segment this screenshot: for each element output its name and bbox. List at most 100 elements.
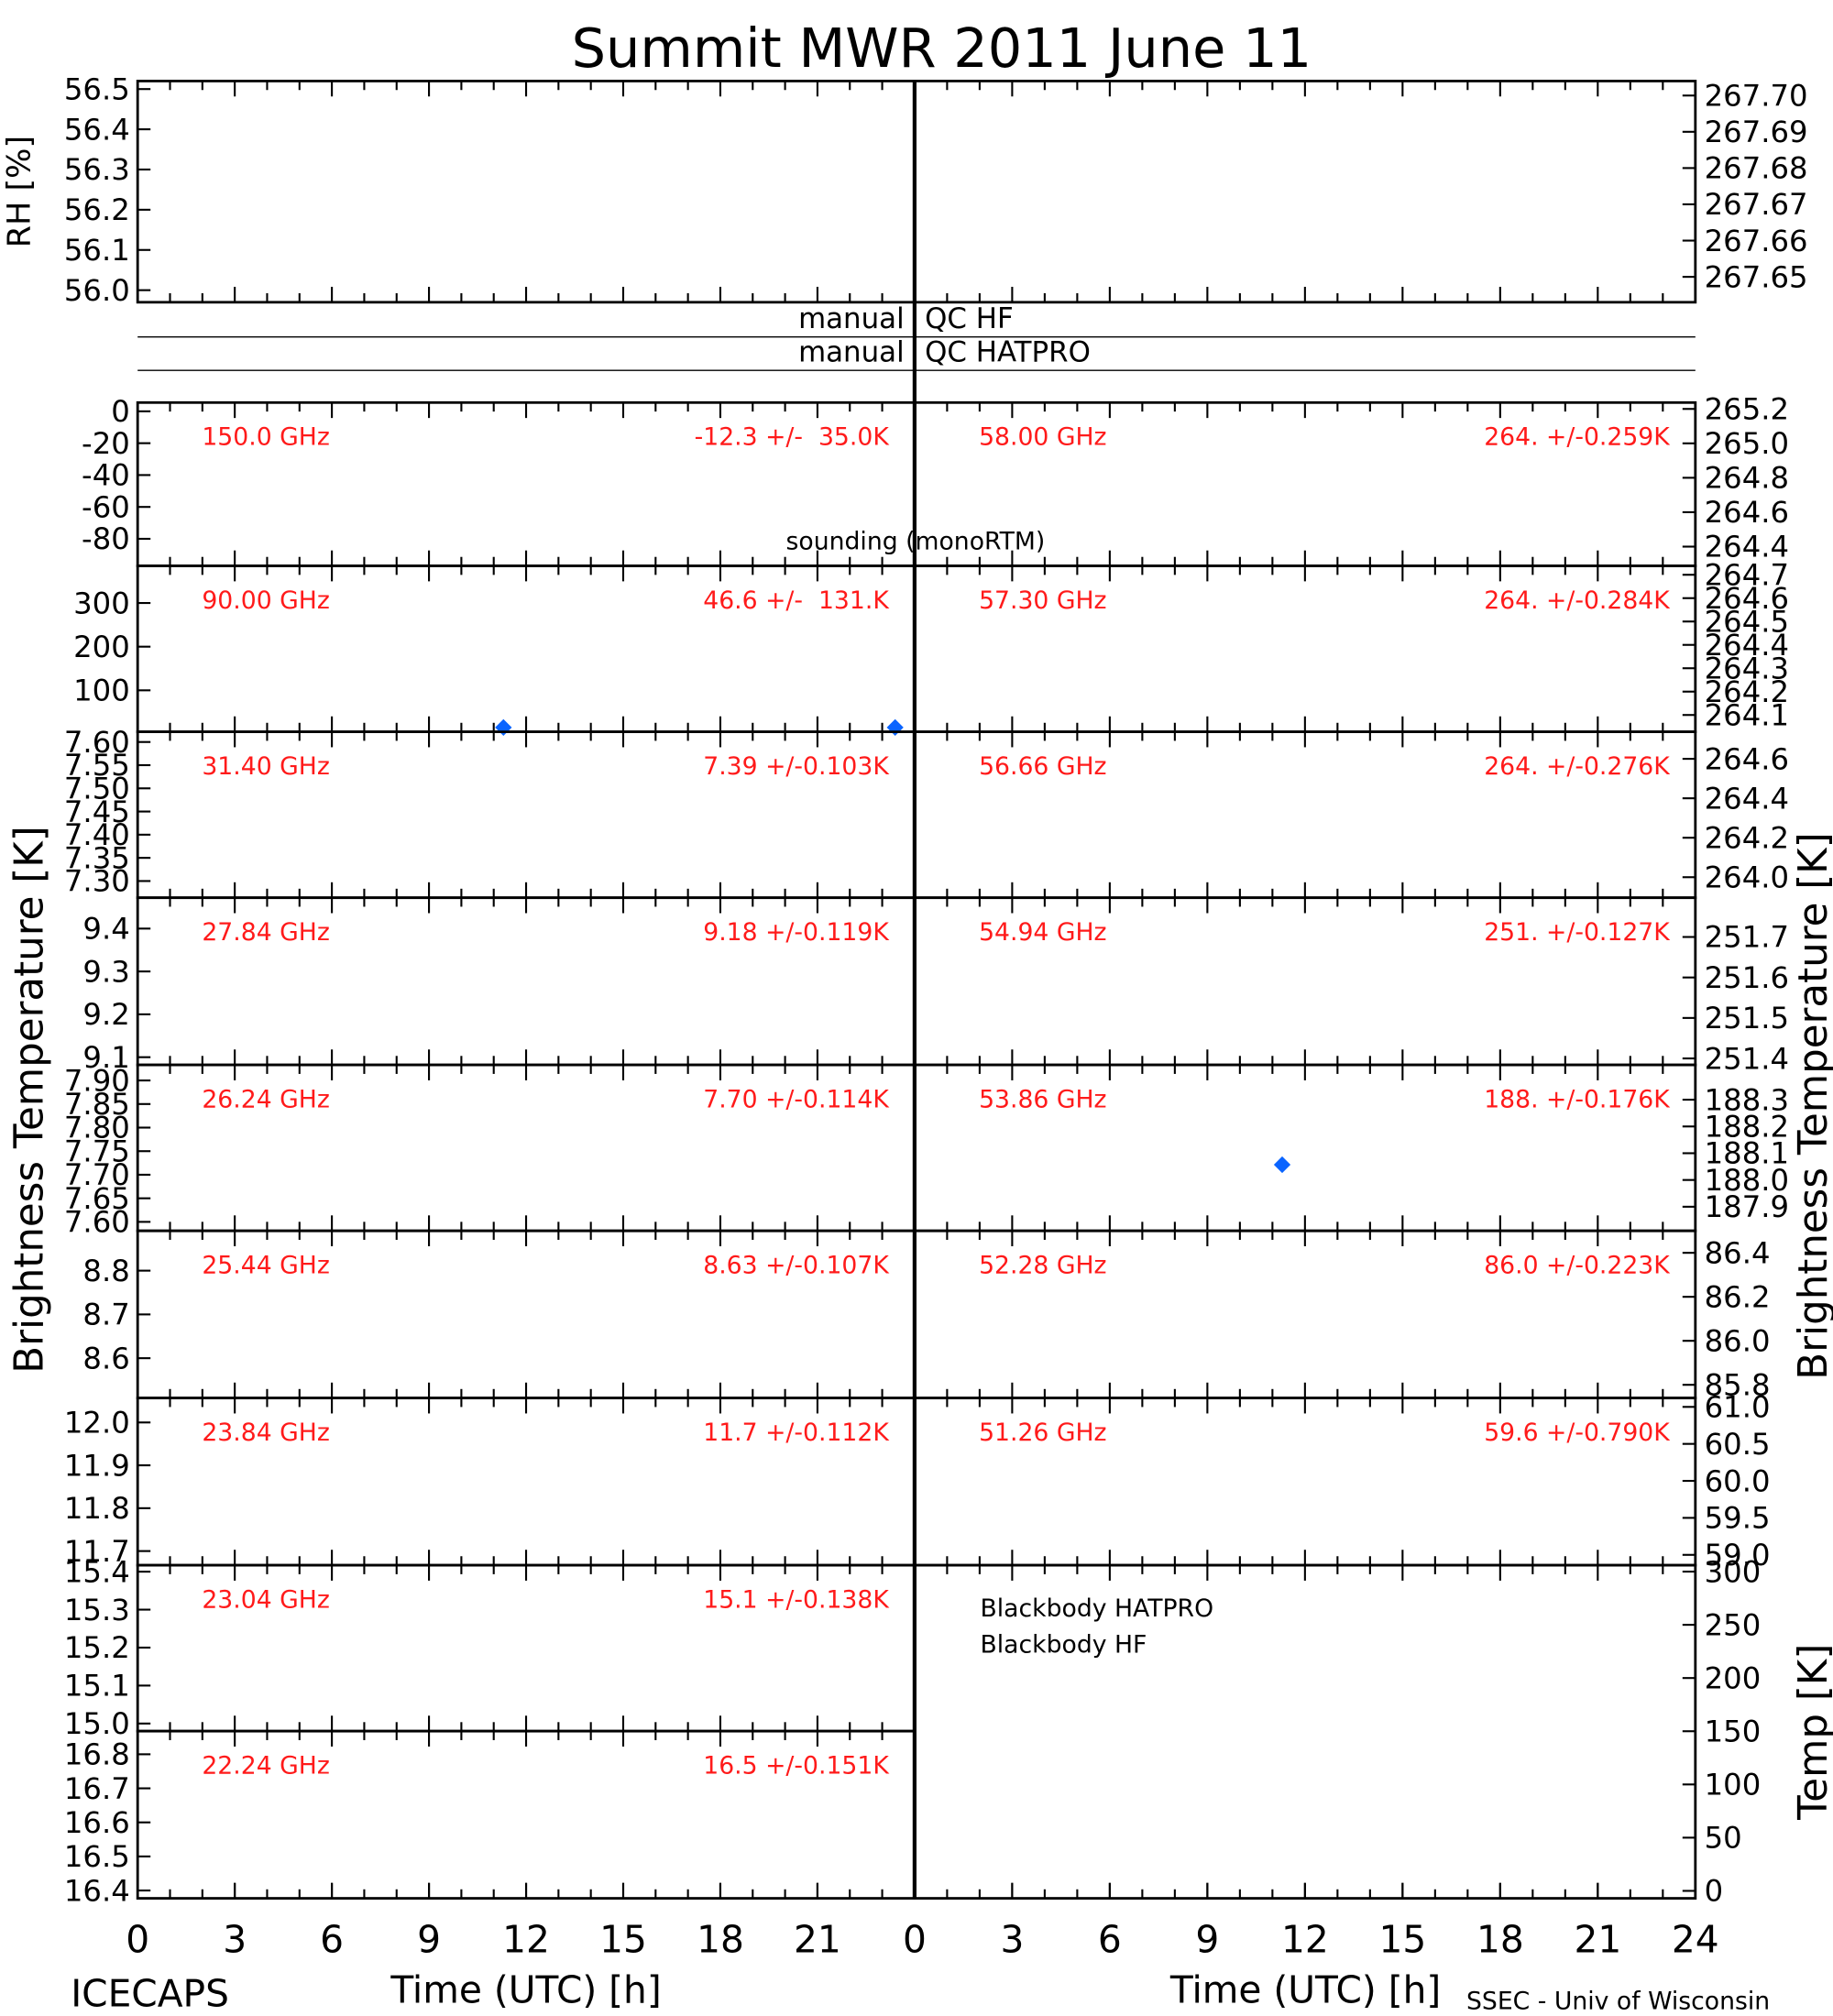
x-tick-label: 6: [320, 1918, 344, 1962]
channel-label: 22.24 GHz: [202, 1751, 329, 1780]
y-tick-label: 85.8: [1705, 1367, 1771, 1402]
data-point: [1273, 1156, 1291, 1174]
y-tick-label: 56.2: [64, 192, 130, 227]
x-tick-label: 15: [1378, 1918, 1426, 1962]
y-tick-label: 265.0: [1705, 426, 1789, 461]
y-tick-label: 16.5: [64, 1839, 130, 1874]
y-axis-label: RH [%]: [0, 136, 38, 248]
channel-stats: 7.70 +/-0.114K: [703, 1085, 890, 1113]
y-tick-label: 300: [1705, 1554, 1762, 1589]
y-tick-label: 267.66: [1705, 224, 1808, 258]
y-tick-label: 56.5: [64, 71, 130, 106]
y-tick-label: 15.0: [64, 1706, 130, 1741]
channel-stats: 86.0 +/-0.223K: [1484, 1251, 1671, 1279]
y-tick-label: 56.3: [64, 152, 130, 187]
channel-stats: 8.63 +/-0.107K: [703, 1251, 890, 1279]
y-tick-label: 188.0: [1705, 1163, 1789, 1198]
channel-label: 52.28 GHz: [979, 1251, 1106, 1279]
y-tick-label: 7.75: [64, 1134, 130, 1168]
y-tick-label: 0: [111, 394, 130, 429]
y-tick-label: 251.5: [1705, 1001, 1789, 1035]
y-tick-label: 7.60: [64, 725, 130, 760]
y-tick-label: 300: [73, 586, 130, 620]
channel-stats: 264. +/-0.276K: [1484, 752, 1671, 781]
channel-label: 150.0 GHz: [202, 423, 329, 452]
y-tick-label: 264.3: [1705, 651, 1789, 685]
channel-label: 27.84 GHz: [202, 918, 329, 947]
x-tick-label: 18: [697, 1918, 744, 1962]
y-tick-label: 56.4: [64, 112, 130, 147]
figure-title: Summit MWR 2011 June 11: [572, 16, 1312, 80]
y-tick-label: 11.8: [64, 1491, 130, 1526]
y-tick-label: 267.68: [1705, 151, 1808, 186]
channel-stats: 16.5 +/-0.151K: [703, 1751, 890, 1780]
channel-label: 53.86 GHz: [979, 1085, 1106, 1113]
y-tick-label: 7.65: [64, 1181, 130, 1216]
y-tick-label: 264.1: [1705, 697, 1789, 732]
y-tick-label: 264.4: [1705, 628, 1789, 663]
channel-stats: 9.18 +/-0.119K: [703, 918, 890, 947]
footer-left: ICECAPS: [71, 1971, 229, 2015]
qc-name: QC HATPRO: [925, 335, 1091, 368]
channel-stats: 46.6 +/- 131.K: [703, 586, 890, 615]
y-tick-label: 264.6: [1705, 581, 1789, 616]
y-tick-label: 0: [1705, 1874, 1724, 1909]
x-tick-label: 6: [1098, 1918, 1122, 1962]
channel-label: 23.84 GHz: [202, 1419, 329, 1447]
qc-label: manual: [798, 335, 905, 368]
y-tick-label: 59.5: [1705, 1501, 1771, 1536]
qc-label: manual: [798, 302, 905, 335]
y-tick-label: -60: [82, 489, 130, 524]
y-tick-label: 187.9: [1705, 1189, 1789, 1224]
y-tick-label: 16.4: [64, 1873, 130, 1908]
y-tick-label: 188.2: [1705, 1109, 1789, 1144]
y-tick-label: 7.85: [64, 1087, 130, 1122]
y-tick-label: 11.9: [64, 1448, 130, 1483]
y-tick-label: 7.70: [64, 1157, 130, 1192]
y-tick-label: 86.4: [1705, 1235, 1771, 1270]
y-tick-label: 264.4: [1705, 530, 1789, 564]
y-tick-label: 15.2: [64, 1630, 130, 1665]
channel-label: 56.66 GHz: [979, 752, 1106, 781]
y-tick-label: 264.7: [1705, 557, 1789, 592]
y-tick-label: 7.30: [64, 864, 130, 899]
y-tick-label: 9.4: [82, 912, 129, 947]
x-tick-label: 3: [1000, 1918, 1024, 1962]
y-tick-label: 100: [73, 674, 130, 708]
channel-stats: 264. +/-0.284K: [1484, 586, 1671, 615]
y-tick-label: 9.1: [82, 1040, 129, 1075]
channel-label: 51.26 GHz: [979, 1419, 1106, 1447]
x-tick-label: 12: [1281, 1918, 1329, 1962]
y-tick-label: 16.8: [64, 1737, 130, 1772]
channel-label: 23.04 GHz: [202, 1585, 329, 1614]
y-tick-label: 150: [1705, 1714, 1762, 1748]
x-tick-label: 21: [1574, 1918, 1621, 1962]
legend-entry: Blackbody HF: [980, 1631, 1147, 1660]
y-tick-label: -40: [82, 458, 130, 493]
y-tick-label: 250: [1705, 1607, 1762, 1642]
y-tick-label: 16.6: [64, 1805, 130, 1840]
x-axis-label: Time (UTC) [h]: [390, 1967, 661, 2011]
y-tick-label: 251.6: [1705, 960, 1789, 995]
y-tick-label: 264.6: [1705, 495, 1789, 530]
y-tick-label: 56.1: [64, 233, 130, 268]
y-tick-label: 7.40: [64, 817, 130, 852]
channel-label: 25.44 GHz: [202, 1251, 329, 1279]
y-tick-label: 15.4: [64, 1554, 130, 1589]
y-tick-label: 9.3: [82, 954, 129, 989]
y-tick-label: 56.0: [64, 273, 130, 308]
y-tick-label: -80: [82, 521, 130, 556]
y-tick-label: 267.70: [1705, 78, 1808, 113]
y-tick-label: 15.1: [64, 1669, 130, 1704]
y-axis-label: Temp [K]: [1791, 1644, 1833, 1821]
y-tick-label: 11.7: [64, 1534, 130, 1569]
y-tick-label: 12.0: [64, 1406, 130, 1441]
channel-stats: 11.7 +/-0.112K: [703, 1419, 890, 1447]
y-tick-label: 7.45: [64, 794, 130, 829]
footer-right: SSEC - Univ of Wisconsin: [1466, 1987, 1770, 2015]
x-tick-label: 9: [417, 1918, 441, 1962]
y-tick-label: 200: [1705, 1660, 1762, 1695]
x-tick-label: 15: [599, 1918, 647, 1962]
channel-stats: -12.3 +/- 35.0K: [695, 423, 891, 452]
